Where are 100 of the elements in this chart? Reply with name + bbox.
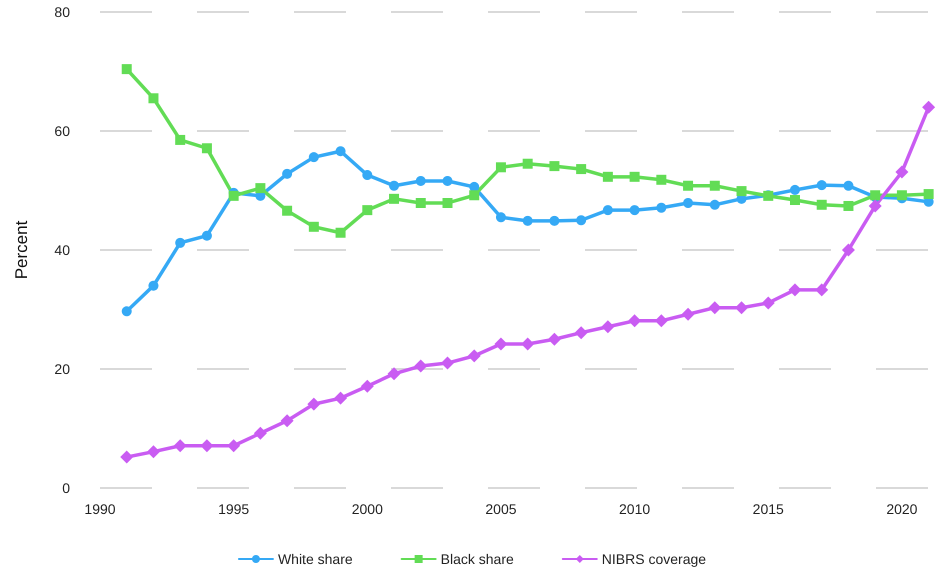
point: [122, 306, 132, 316]
x-tick-label: 2015: [752, 501, 784, 517]
point: [548, 332, 561, 346]
point: [440, 356, 454, 370]
point: [788, 283, 802, 296]
point: [175, 134, 186, 145]
legend-label: NIBRS coverage: [602, 551, 706, 567]
x-tick-label: 2020: [886, 501, 918, 517]
x-tick-label: 1990: [84, 501, 116, 517]
point: [656, 202, 666, 213]
point: [815, 283, 828, 296]
y-tick-label: 0: [62, 480, 70, 496]
point: [868, 199, 882, 212]
point: [362, 170, 372, 180]
legend-label: White share: [278, 551, 353, 567]
point: [148, 93, 158, 104]
point: [842, 244, 855, 256]
y-axis-title: Percent: [12, 220, 31, 280]
point: [496, 212, 506, 222]
point: [816, 180, 827, 190]
point: [200, 439, 214, 452]
point: [174, 439, 187, 452]
point: [336, 146, 346, 156]
point: [601, 320, 614, 334]
y-tick-label: 60: [54, 123, 70, 139]
point: [762, 296, 775, 310]
point: [468, 349, 481, 362]
point: [708, 301, 722, 314]
point: [924, 189, 934, 200]
point: [416, 198, 426, 208]
point: [254, 426, 267, 440]
point: [336, 228, 346, 238]
point: [416, 176, 426, 186]
point: [307, 398, 320, 411]
point: [389, 180, 400, 191]
point: [442, 198, 452, 208]
point: [280, 414, 294, 428]
point: [710, 200, 720, 210]
point: [469, 182, 480, 192]
point: [146, 445, 160, 458]
point: [896, 190, 907, 200]
point: [120, 450, 134, 464]
point: [710, 180, 720, 191]
point: [922, 100, 936, 114]
point: [576, 164, 586, 174]
y-tick-label: 20: [54, 361, 70, 377]
point: [202, 230, 212, 241]
point: [362, 205, 372, 216]
point: [816, 200, 827, 210]
point: [389, 194, 400, 204]
point: [790, 184, 800, 195]
point: [736, 186, 747, 196]
point: [522, 216, 533, 226]
point: [122, 64, 132, 74]
point: [442, 176, 452, 186]
point: [202, 143, 212, 154]
point: [895, 166, 908, 179]
point: [790, 195, 800, 206]
point: [682, 308, 695, 321]
point: [630, 172, 640, 182]
point: [496, 162, 506, 172]
point: [360, 380, 374, 393]
point: [308, 152, 319, 162]
point: [334, 392, 348, 405]
point: [308, 222, 319, 232]
point: [735, 301, 748, 314]
point: [148, 280, 158, 291]
point: [654, 314, 668, 328]
point: [255, 183, 266, 194]
point: [494, 338, 508, 351]
x-tick-label: 2000: [352, 501, 384, 517]
point: [549, 216, 560, 226]
point: [630, 205, 640, 216]
point: [521, 338, 534, 351]
point: [282, 168, 292, 179]
point: [576, 215, 586, 226]
point: [602, 172, 613, 182]
point: [574, 326, 588, 340]
point: [683, 180, 694, 191]
point: [656, 174, 666, 185]
x-tick-label: 2005: [485, 501, 517, 517]
point: [843, 180, 854, 191]
x-tick-label: 1995: [218, 501, 250, 517]
point: [414, 360, 428, 373]
x-tick-label: 2010: [619, 501, 650, 517]
y-tick-label: 40: [54, 242, 70, 258]
point: [522, 158, 533, 169]
point: [282, 206, 292, 216]
point: [628, 314, 642, 328]
point: [228, 190, 239, 201]
point: [469, 190, 480, 200]
y-tick-label: 80: [54, 4, 70, 20]
point: [175, 238, 186, 248]
point: [602, 205, 613, 216]
legend-label: Black share: [440, 551, 514, 567]
point: [843, 200, 854, 211]
point: [549, 161, 560, 172]
point: [388, 367, 401, 380]
point: [683, 198, 694, 208]
point: [227, 439, 240, 452]
